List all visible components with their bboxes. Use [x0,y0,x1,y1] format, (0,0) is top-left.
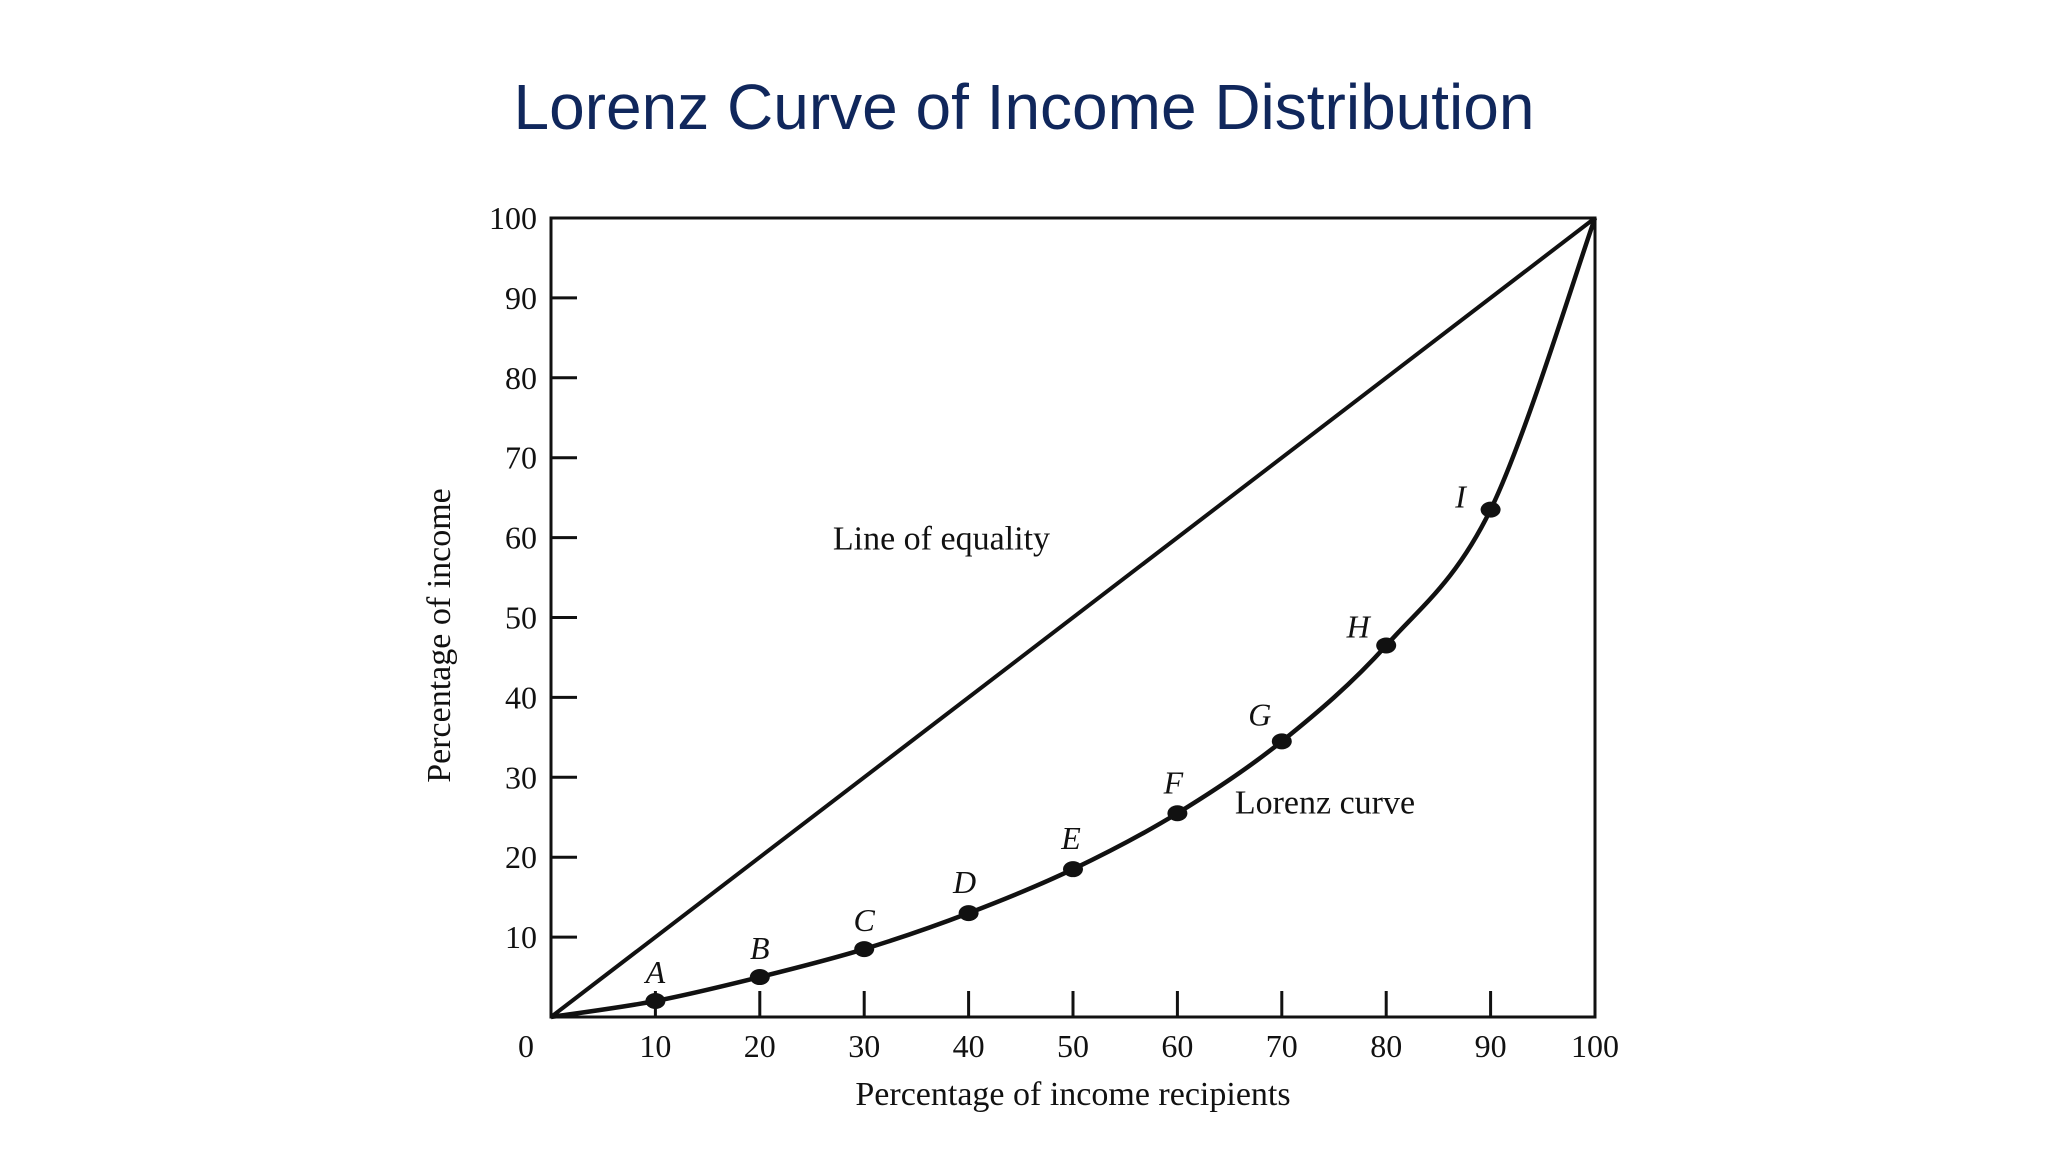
line-of-equality [549,216,1597,1019]
y-axis-label: Percentage of income [421,488,458,783]
x-tick-label: 50 [1057,1028,1089,1064]
slide-title: Lorenz Curve of Income Distribution [513,71,1535,143]
data-point-h [1376,637,1397,654]
x-tick-label: 100 [1571,1028,1619,1064]
y-tick-label: 60 [505,520,537,556]
x-tick-label: 10 [639,1028,671,1064]
x-tick-label: 0 [518,1028,534,1064]
x-tick-label: 80 [1370,1028,1402,1064]
point-label-f: F [1163,764,1184,800]
data-point-i [1480,501,1501,518]
x-tick-label: 70 [1266,1028,1298,1064]
data-points: A B C D E F G H I [644,479,1501,1010]
x-axis-label: Percentage of income recipients [855,1076,1290,1113]
y-tick-label: 20 [505,839,537,875]
x-tick-label: 90 [1475,1028,1507,1064]
y-tick-label: 100 [489,200,537,236]
data-point-c [854,941,875,958]
point-label-e: E [1060,820,1081,856]
point-label-b: B [750,930,770,966]
y-tick-label: 30 [505,759,537,795]
data-point-e [1063,861,1083,878]
y-tick-label: 40 [505,679,537,715]
data-point-b [749,969,770,986]
point-label-a: A [644,954,666,990]
chart-labels: Line of equality Lorenz curve [833,521,1415,822]
point-label-g: G [1248,696,1271,732]
point-label-i: I [1454,479,1467,515]
line-of-equality-label: Line of equality [833,521,1050,558]
point-label-c: C [854,902,876,938]
x-tick-label: 40 [953,1028,985,1064]
x-tick-label: 20 [744,1028,776,1064]
y-tick-label: 80 [505,360,537,396]
point-label-h: H [1346,608,1372,644]
point-label-d: D [952,864,976,900]
data-point-d [958,905,979,922]
y-tick-label: 10 [505,919,537,955]
y-tick-label: 70 [505,440,537,476]
chart-lines [549,216,1598,1020]
data-point-a [645,993,666,1010]
x-tick-label: 60 [1161,1028,1193,1064]
x-tick-label: 30 [848,1028,880,1064]
data-point-g [1271,733,1292,750]
lorenz-curve-label: Lorenz curve [1235,784,1415,821]
y-tick-label: 90 [505,280,537,316]
lorenz-curve [550,217,1598,1020]
data-point-f [1167,805,1188,822]
axes: 10 20 30 40 50 60 70 80 90 100 0 10 20 30 40 50 60 70 80 90… [421,200,1619,1113]
y-tick-label: 50 [505,600,537,636]
